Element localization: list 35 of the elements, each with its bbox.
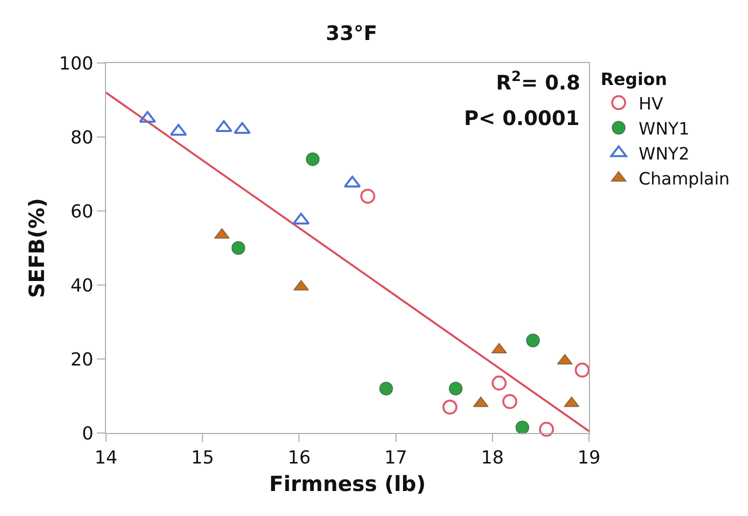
annotation: R$^{2}$= 0.8: [496, 69, 580, 94]
y-tick-label: 60: [70, 201, 94, 222]
x-tick-label: 18: [480, 448, 504, 469]
y-axis-title: SEFB(%): [25, 198, 50, 298]
point: [526, 334, 540, 348]
legend-label: WNY1: [638, 119, 690, 140]
point: [360, 188, 376, 204]
chart-title: 33°F: [326, 20, 378, 45]
y-tick-label: 100: [59, 53, 94, 74]
y-tick-label: 0: [82, 423, 94, 444]
x-tick-label: 17: [384, 448, 408, 469]
point: [448, 382, 463, 396]
point: [170, 124, 187, 136]
x-tick-label: 15: [191, 448, 214, 469]
point: [492, 376, 507, 391]
legend-label: WNY2: [638, 144, 690, 164]
point: [442, 400, 458, 415]
point: [306, 152, 320, 166]
legend-label: Champlain: [638, 170, 730, 190]
x-tick-label: 14: [94, 448, 118, 469]
point: [379, 382, 394, 396]
x-tick-label: 16: [288, 448, 311, 469]
point: [574, 362, 590, 378]
y-tick-label: 80: [70, 127, 94, 148]
point: [539, 422, 554, 437]
legend-title: Region: [600, 70, 668, 90]
x-tick-label: 19: [578, 448, 600, 469]
point: [231, 241, 246, 255]
point: [502, 394, 518, 410]
legend-label: HV: [638, 94, 664, 114]
x-axis-title: Firmness (lb): [269, 472, 426, 496]
annotation: P< 0.0001: [464, 106, 580, 130]
point: [515, 420, 530, 434]
y-tick-label: 40: [70, 275, 94, 296]
y-tick-label: 20: [70, 349, 94, 370]
